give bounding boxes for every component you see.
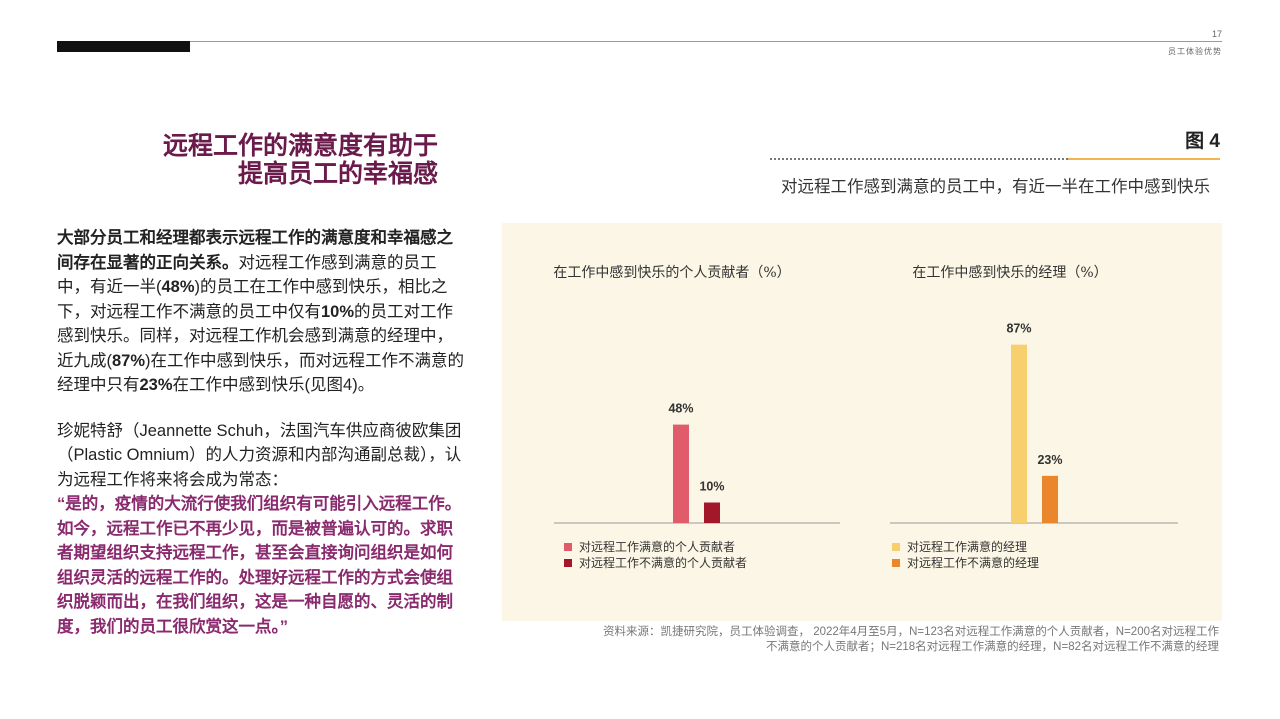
legend-swatch-2-2 xyxy=(892,559,900,567)
stat-48: 48% xyxy=(161,278,195,296)
page-title-line1: 远程工作的满意度有助于 xyxy=(162,132,438,160)
figure-accent-rule xyxy=(1068,158,1220,160)
stat-87: 87% xyxy=(112,351,146,370)
chart-title-2: 在工作中感到快乐的经理（%） xyxy=(912,264,1107,281)
chart-title-1: 在工作中感到快乐的个人贡献者（%） xyxy=(553,264,790,281)
bar-2-1 xyxy=(1011,344,1027,523)
source-line-1: 资料来源：凯捷研究院，员工体验调查， 2022年4月至5月，N=123名对远程工… xyxy=(603,626,1219,638)
bar-2-2 xyxy=(1042,475,1058,523)
stat-10: 10% xyxy=(321,302,355,321)
header-rule xyxy=(57,41,1222,42)
page-title: 远程工作的满意度有助于 提高员工的幸福感 xyxy=(60,132,438,188)
legend-swatch-1-2 xyxy=(564,559,572,567)
page-title-line2: 提高员工的幸福感 xyxy=(237,160,438,188)
body-text-span: 的员工对工作感到快乐。同样，对远程工作机会感到满意的经理中，近九成( xyxy=(57,302,454,370)
bar-1-2 xyxy=(704,502,720,523)
charts-svg: 在工作中感到快乐的个人贡献者（%） 48% 对远程工作满意的个人贡献者 10% 对远程工… xyxy=(553,264,1178,570)
source-note: 资料来源：凯捷研究院，员工体验调查， 2022年4月至5月，N=123名对远程工… xyxy=(515,625,1219,655)
pull-quote: “是的，疫情的大流行使我们组织有可能引入远程工作。如今，远程工作已不再少见，而是… xyxy=(57,495,462,636)
bar-label-1-1: 48% xyxy=(668,402,693,416)
bar-label-2-2: 23% xyxy=(1037,453,1062,467)
figure-subtitle: 对远程工作感到满意的员工中，有近一半在工作中感到快乐 xyxy=(781,177,1210,196)
bar-label-2-1: 87% xyxy=(1006,322,1031,336)
body-paragraph-2: 珍妮特舒（Jeannette Schuh，法国汽车供应商彼欧集团（Plastic… xyxy=(57,421,462,489)
figure-dotted-rule xyxy=(770,158,1068,160)
body-text-span: )的员工在工作中感到快乐，相比之下，对远程工作不满意的员工中仅有 xyxy=(57,278,448,321)
legend-label-1-2: 对远程工作不满意的个人贡献者 xyxy=(579,555,747,570)
legend-label-1-1: 对远程工作满意的个人贡献者 xyxy=(579,539,735,554)
page-number: 17 xyxy=(1211,29,1222,39)
legend-swatch-2-1 xyxy=(892,543,900,551)
body-text-span: 在工作中感到快乐(见图4)。 xyxy=(172,376,375,394)
bar-1-1 xyxy=(673,424,689,523)
legend-label-2-1: 对远程工作满意的经理 xyxy=(907,539,1027,554)
bar-label-1-2: 10% xyxy=(699,480,724,494)
source-line-2: 不满意的个人贡献者；N=218名对远程工作满意的经理，N=82名对远程工作不满意… xyxy=(765,641,1219,653)
body-paragraph-1: 大部分员工和经理都表示远程工作的满意度和幸福感之间存在显著的正向关系。对远程工作… xyxy=(57,226,469,398)
body-text-span: )在工作中感到快乐，而对远程工作不满意的经理中只有 xyxy=(57,351,465,395)
chart-panel: 在工作中感到快乐的个人贡献者（%） 48% 对远程工作满意的个人贡献者 10% 对远程工… xyxy=(502,223,1222,621)
legend-label-2-2: 对远程工作不满意的经理 xyxy=(907,555,1039,570)
header-accent-bar xyxy=(57,41,190,52)
legend-swatch-1-1 xyxy=(564,543,572,551)
body-lead: 大部分员工和经理都表示远程工作的满意度和幸福感之间存在显著的正向关系。 xyxy=(57,229,453,272)
body-text-span: 对远程工作感到满意的员工中，有近一半( xyxy=(57,253,437,297)
stat-23: 23% xyxy=(139,376,173,394)
figure-label: 图 4 xyxy=(1185,131,1220,152)
section-label: 员工体验优势 xyxy=(1168,47,1222,56)
body-text: 大部分员工和经理都表示远程工作的满意度和幸福感之间存在显著的正向关系。对远程工作… xyxy=(57,226,469,639)
